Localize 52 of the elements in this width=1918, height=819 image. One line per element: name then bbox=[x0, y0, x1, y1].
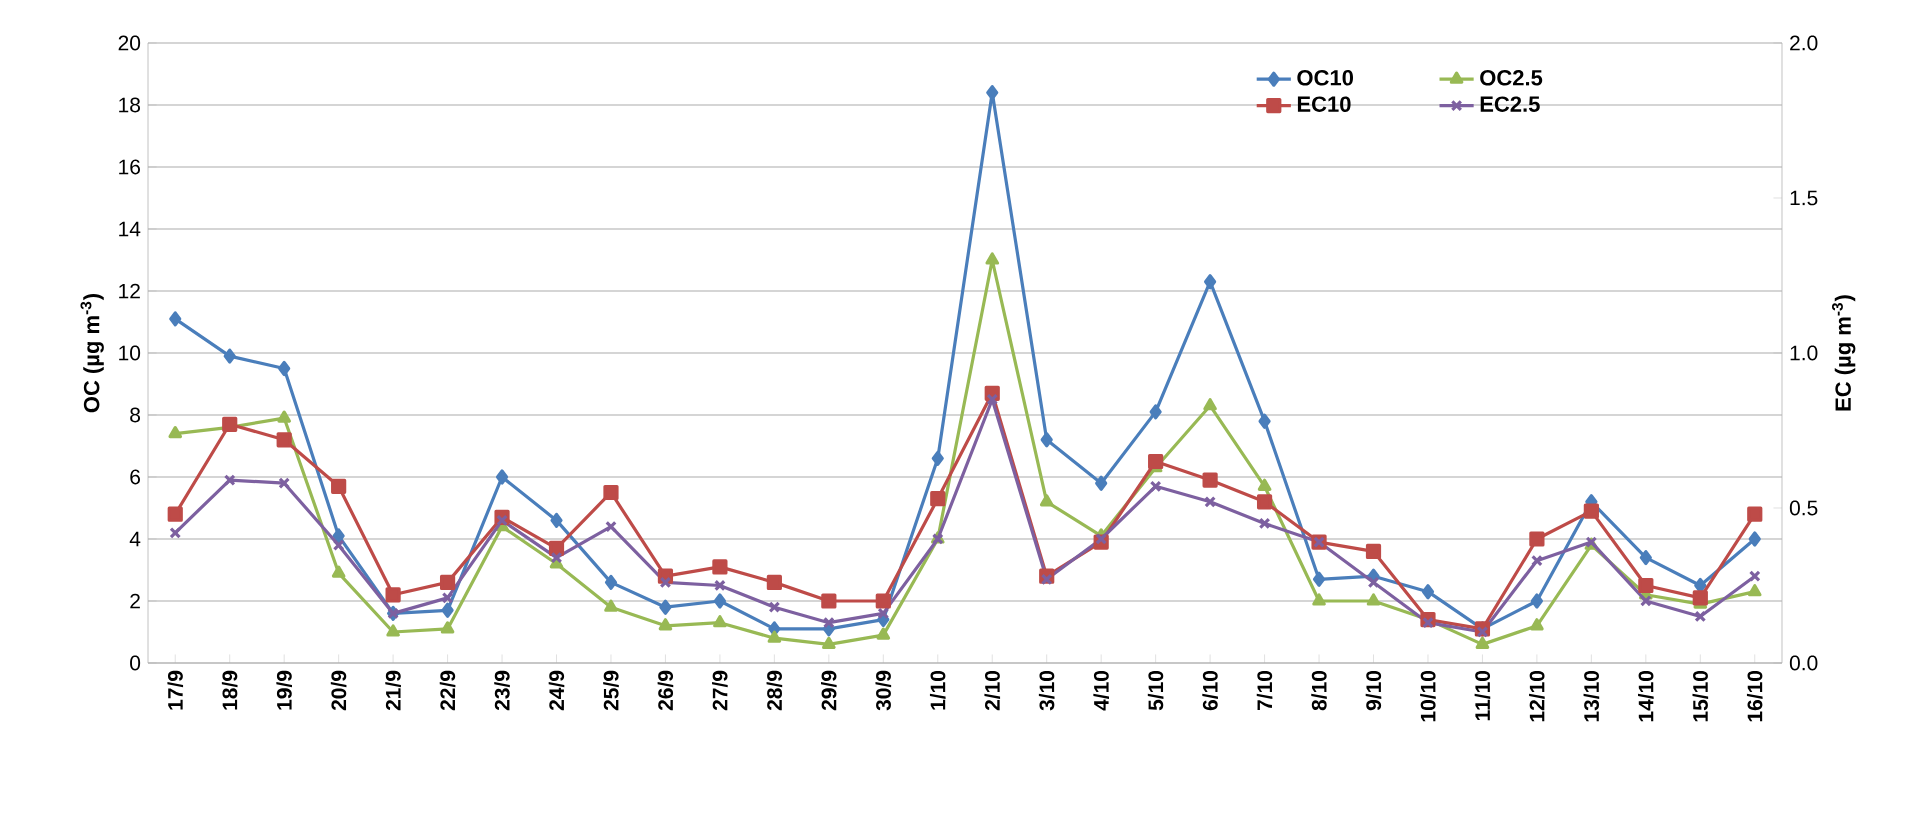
y-tick-label: 14 bbox=[119, 221, 141, 237]
x-tick-label: 8/10 bbox=[1311, 670, 1327, 711]
legend-label: OC10 bbox=[1297, 70, 1353, 86]
x-tick-label: 16/10 bbox=[1746, 670, 1763, 722]
y-tick-label: 2 bbox=[130, 593, 140, 609]
legend-label: EC10 bbox=[1297, 96, 1351, 112]
x-tick-label: 2/10 bbox=[984, 670, 1001, 711]
x-tick-label: 22/9 bbox=[439, 670, 456, 711]
x-tick-label: 11/10 bbox=[1474, 670, 1491, 721]
y2-tick-label: 1.5 bbox=[1790, 190, 1818, 206]
x-tick-label: 29/9 bbox=[821, 670, 837, 711]
x-tick-label: 19/9 bbox=[276, 670, 292, 710]
x-tick-label: 28/9 bbox=[766, 670, 783, 711]
x-tick-label: 20/9 bbox=[330, 670, 347, 711]
x-tick-label: 24/9 bbox=[548, 670, 565, 711]
x-tick-label: 6/10 bbox=[1202, 670, 1218, 711]
x-tick-label: 13/10 bbox=[1583, 670, 1600, 722]
y-tick-label: 20 bbox=[118, 35, 141, 51]
x-tick-label: 9/10 bbox=[1365, 670, 1382, 711]
y2-tick-label: 1.0 bbox=[1790, 345, 1818, 361]
y-tick-label: 8 bbox=[130, 407, 141, 423]
y-tick-label: 10 bbox=[119, 345, 141, 361]
x-tick-label: 17/9 bbox=[167, 670, 184, 710]
x-tick-label: 18/9 bbox=[221, 670, 238, 710]
x-tick-label: 1/10 bbox=[929, 670, 946, 710]
x-tick-label: 26/9 bbox=[657, 670, 674, 711]
x-tick-label: 14/10 bbox=[1638, 670, 1654, 722]
y-axis-title: OC (µg m$^{-3}$) bbox=[80, 293, 104, 413]
x-tick-label: 23/9 bbox=[494, 670, 510, 711]
y-tick-label: 4 bbox=[129, 531, 141, 547]
y2-tick-label: 0.0 bbox=[1789, 655, 1818, 671]
legend-label: EC2.5 bbox=[1480, 96, 1540, 112]
x-tick-label: 30/9 bbox=[875, 670, 892, 711]
y-tick-label: 12 bbox=[119, 283, 140, 299]
y2-tick-label: 0.5 bbox=[1789, 500, 1818, 516]
x-tick-label: 10/10 bbox=[1420, 670, 1436, 722]
x-tick-label: 7/10 bbox=[1256, 670, 1273, 711]
x-tick-label: 21/9 bbox=[385, 670, 401, 711]
y-tick-label: 0 bbox=[130, 655, 141, 671]
x-tick-label: 4/10 bbox=[1093, 670, 1109, 711]
y-tick-label: 18 bbox=[119, 97, 141, 113]
x-tick-label: 12/10 bbox=[1529, 670, 1545, 722]
x-tick-label: 15/10 bbox=[1692, 670, 1709, 722]
x-tick-label: 25/9 bbox=[603, 670, 619, 711]
legend-label: OC2.5 bbox=[1480, 70, 1543, 86]
x-tick-label: 5/10 bbox=[1147, 670, 1164, 711]
y-tick-label: 16 bbox=[119, 159, 141, 175]
y2-axis-title: EC (µg m$^{-3}$) bbox=[1831, 295, 1856, 411]
x-tick-label: 3/10 bbox=[1038, 670, 1055, 711]
x-tick-label: 27/9 bbox=[712, 670, 728, 711]
y-tick-label: 6 bbox=[130, 469, 141, 485]
y2-tick-label: 2.0 bbox=[1790, 35, 1818, 51]
